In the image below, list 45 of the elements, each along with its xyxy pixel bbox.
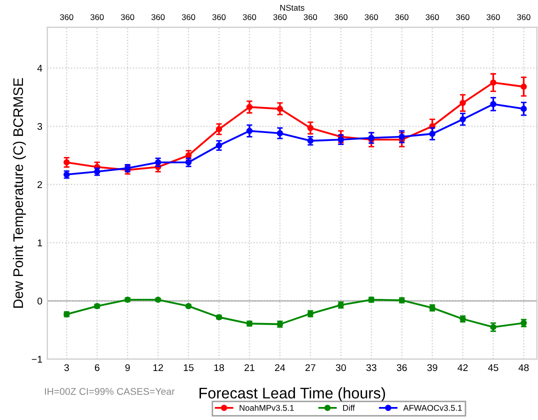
text: 360 — [304, 14, 318, 20]
x-tick-label: 30 — [336, 364, 346, 372]
text: 360 — [395, 14, 408, 20]
text: IH=00Z CI=99% CASES=Year — [45, 388, 175, 395]
text: 360 — [364, 14, 378, 20]
x-tick-label: 15 — [184, 364, 194, 372]
x-tick-label: 18 — [214, 364, 224, 372]
x-tick-label: 39 — [427, 364, 438, 372]
legend-label: AFWAOCv3.5.1 — [403, 404, 462, 411]
text: 360 — [120, 14, 134, 20]
x-tick-label: 33 — [366, 364, 376, 372]
text: 360 — [456, 14, 470, 20]
text: 360 — [90, 14, 104, 20]
x2-axis-title: NStats — [280, 4, 304, 11]
legend-label: NoahMPv3.5.1 — [240, 404, 294, 411]
x-tick-label: 27 — [306, 364, 316, 372]
text: 360 — [60, 14, 74, 20]
text: 360 — [212, 14, 226, 20]
x-tick-label: 3 — [64, 364, 69, 372]
y-tick-label: 2 — [38, 181, 42, 188]
y-tick-label: −1 — [32, 356, 42, 363]
y-axis-title: Dew Point Temperature (C) BCRMSE — [12, 78, 26, 308]
x-tick-label: 45 — [488, 364, 498, 372]
x-tick-label: 24 — [275, 364, 286, 372]
text: 360 — [151, 14, 165, 20]
text: 360 — [273, 14, 287, 20]
x-tick-label: 48 — [518, 364, 529, 372]
text: 360 — [182, 14, 196, 20]
x-axis-title: Forecast Lead Time (hours) — [200, 387, 386, 402]
text: 360 — [517, 14, 530, 20]
y-tick-label: 3 — [37, 122, 42, 130]
x-tick-label: 12 — [153, 364, 163, 372]
y-tick-label: 0 — [37, 298, 42, 305]
x-tick-label: 36 — [396, 364, 407, 372]
text: 360 — [242, 14, 256, 20]
x-tick-label: 6 — [94, 364, 100, 372]
x-tick-label: 21 — [244, 364, 254, 372]
x-tick-label: 9 — [125, 364, 130, 372]
y-tick-label: 1 — [38, 240, 42, 246]
x-tick-label: 42 — [458, 364, 468, 372]
text: 360 — [334, 14, 348, 20]
legend-label: Diff — [343, 404, 355, 411]
text: 360 — [486, 14, 500, 20]
text: 360 — [426, 14, 439, 20]
y-tick-label: 4 — [37, 64, 42, 72]
